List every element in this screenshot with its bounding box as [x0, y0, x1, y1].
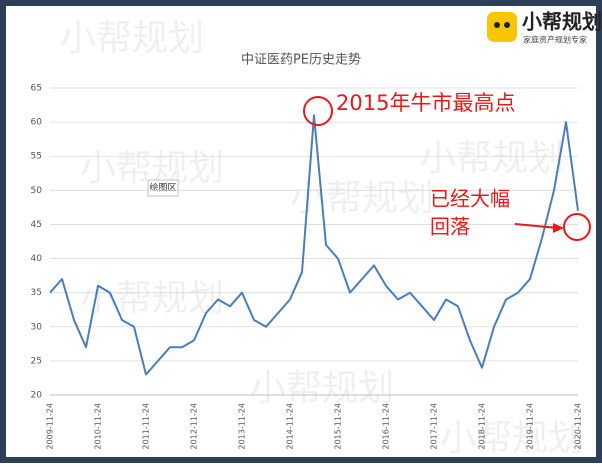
logo-icon: [487, 12, 517, 42]
x-tick-label: 2016-11-24: [382, 403, 391, 450]
highlight-circle: [303, 96, 333, 126]
logo-eye: [504, 22, 510, 28]
watermark: 小帮规划: [420, 138, 564, 179]
x-tick-label: 2009-11-24: [46, 403, 55, 450]
y-tick-label: 40: [31, 254, 43, 264]
x-tick-label: 2010-11-24: [94, 403, 103, 450]
annotation: 2015年牛市最高点: [336, 91, 515, 115]
plot-label-box: [147, 179, 179, 197]
watermarks: 小帮规划 小帮规划 小帮规划 小帮规划 小帮规划 小帮规划 小帮规划: [60, 18, 584, 459]
plot: 20 25 30 35 40 45 50 55 60 65 2009-11-24 2010-11-24…: [31, 84, 583, 450]
y-tick-label: 25: [31, 356, 42, 366]
y-tick-label: 50: [31, 186, 43, 196]
y-tick-label: 60: [31, 118, 43, 128]
arrow-head: [553, 223, 564, 233]
watermark: 小帮规划: [440, 418, 584, 459]
x-tick-label: 2017-11-24: [430, 403, 439, 450]
y-tick-label: 45: [31, 220, 42, 230]
annotation: 回落: [430, 215, 470, 239]
y-tick-label: 35: [31, 288, 42, 298]
x-tick-label: 2013-11-24: [238, 403, 247, 450]
annotation: 已经大幅: [430, 187, 510, 211]
logo: 小帮规划 家庭资产规划专家: [487, 10, 602, 45]
brand-slogan: 家庭资产规划专家: [523, 35, 587, 45]
logo-eye: [494, 22, 500, 28]
x-tick-label: 2012-11-24: [190, 403, 199, 450]
y-tick-label: 20: [31, 391, 43, 401]
watermark: 小帮规划: [80, 278, 224, 319]
x-tick-label: 2011-11-24: [142, 403, 151, 450]
y-tick-label: 65: [31, 84, 42, 94]
watermark: 小帮规划: [290, 178, 434, 219]
brand-name: 小帮规划: [522, 10, 602, 34]
highlight-circle: [563, 213, 591, 241]
watermark: 小帮规划: [250, 368, 394, 409]
x-tick-label: 2014-11-24: [286, 403, 295, 450]
chart-area: [6, 6, 596, 457]
y-tick-label: 55: [31, 152, 42, 162]
y-tick-label: 30: [31, 322, 43, 332]
chart-title: 中证医药PE历史走势: [241, 52, 361, 68]
x-tick-label: 2015-11-24: [334, 403, 343, 450]
watermark: 小帮规划: [60, 18, 204, 59]
plot-label: 绘图区: [149, 182, 176, 194]
x-tick-label: 2020-11-24: [574, 403, 583, 450]
data-line: [49, 114, 579, 376]
arrow: [514, 223, 559, 229]
x-tick-label: 2018-11-24: [478, 403, 487, 450]
x-tick-label: 2019-11-24: [526, 403, 535, 450]
